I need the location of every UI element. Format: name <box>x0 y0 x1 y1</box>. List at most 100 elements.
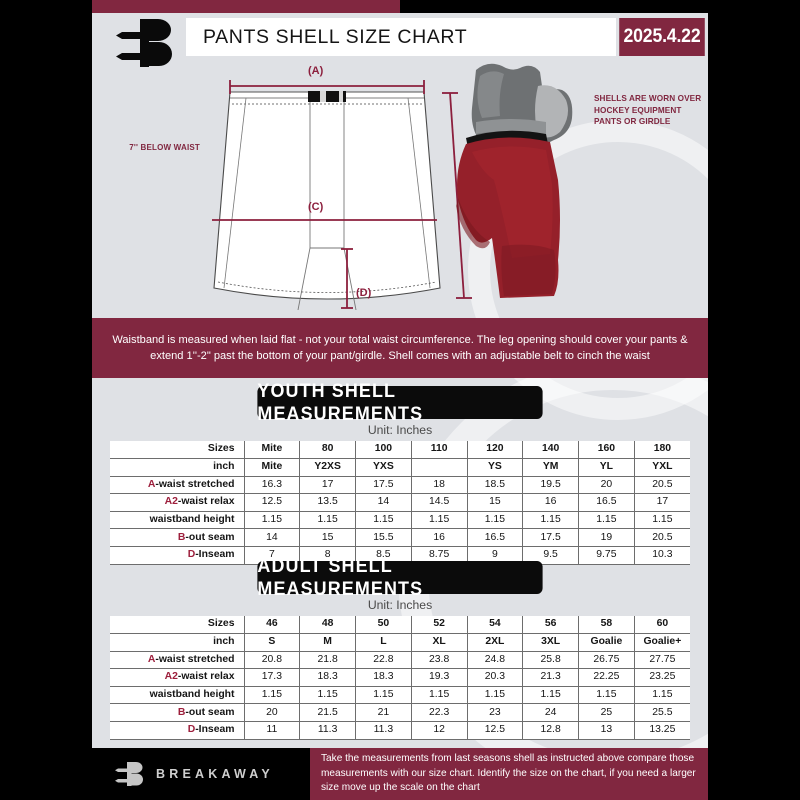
table-cell: 15.5 <box>355 528 412 548</box>
table-cell: 19.5 <box>522 476 579 495</box>
table-cell: 25 <box>578 703 635 723</box>
row-label: A-waist stretched <box>110 476 245 495</box>
row-label: Sizes <box>110 441 245 460</box>
measurement-marker: D <box>187 724 196 736</box>
table-cell: 12.5 <box>244 493 301 512</box>
table-row: inch Mite Y2XS YXS YS YM YL YXL <box>110 458 690 477</box>
table-cell: 110 <box>411 441 468 460</box>
table-cell: 23 <box>467 703 524 723</box>
table-cell: 18.3 <box>355 668 412 687</box>
table-cell: 17 <box>299 476 356 495</box>
table-cell: Goalie+ <box>634 633 690 652</box>
row-label: inch <box>110 633 245 652</box>
measurement-diagram: 7'' BELOW WAIST SHELLS ARE WORN OVER HOC… <box>92 60 708 318</box>
table-cell: 11.3 <box>299 721 356 740</box>
table-cell: 17.3 <box>244 668 301 687</box>
row-label: inch <box>110 458 245 477</box>
youth-unit-label: Unit: Inches <box>367 423 433 437</box>
footer-brand-block: BREAKAWAY <box>92 748 310 800</box>
table-cell: YXL <box>634 458 690 477</box>
table-cell: 15 <box>467 493 524 512</box>
youth-size-table: Sizes Mite 80 100 110 120 140 160 180 inch Mite Y2X… <box>110 441 690 565</box>
table-cell: 1.15 <box>467 686 524 705</box>
table-cell: 140 <box>522 441 579 460</box>
table-cell: 24 <box>522 703 579 723</box>
footer-instructions-text: Take the measurements from last seasons … <box>321 752 696 794</box>
row-label: D-Inseam <box>110 546 245 565</box>
table-cell: 20 <box>244 703 301 723</box>
table-cell: 14.5 <box>411 493 468 512</box>
table-cell: 16.5 <box>578 493 635 512</box>
table-cell: 12.5 <box>467 721 524 740</box>
table-row: D-Inseam 7 8 8.5 8.75 9 9.5 9.75 10.3 <box>110 546 690 565</box>
product-photo <box>456 63 573 298</box>
table-cell: 27.75 <box>634 651 690 670</box>
table-row: B-out seam 20 21.5 21 22.3 23 24 25 25.5 <box>110 703 690 723</box>
table-row: Sizes Mite 80 100 110 120 140 160 180 <box>110 441 690 460</box>
top-accent-strip-black <box>400 0 708 13</box>
table-cell: 14 <box>244 528 301 548</box>
table-cell: 48 <box>299 616 356 635</box>
row-label: A2-waist relax <box>110 493 245 512</box>
table-cell: 22.8 <box>355 651 412 670</box>
table-cell: 1.15 <box>355 686 412 705</box>
table-cell: 1.15 <box>578 686 635 705</box>
adult-unit-label: Unit: Inches <box>367 598 433 612</box>
table-cell: 23.8 <box>411 651 468 670</box>
page-footer: BREAKAWAY Take the measurements from las… <box>92 748 708 800</box>
table-cell: 1.15 <box>411 511 468 530</box>
table-cell: YXS <box>355 458 412 477</box>
measurement-marker: D <box>187 549 196 561</box>
table-cell: 1.15 <box>355 511 412 530</box>
table-cell: 18.3 <box>299 668 356 687</box>
table-cell: 18.5 <box>467 476 524 495</box>
row-label: waistband height <box>110 686 245 705</box>
table-cell: Mite <box>244 458 301 477</box>
table-cell: 15 <box>299 528 356 548</box>
table-cell: 100 <box>355 441 412 460</box>
table-cell: 17.5 <box>355 476 412 495</box>
table-cell: 19.3 <box>411 668 468 687</box>
table-row: A-waist stretched 16.3 17 17.5 18 18.5 19.5 20 2… <box>110 476 690 495</box>
diagram-label-d: (D) <box>356 287 372 299</box>
row-label: B-out seam <box>110 703 245 723</box>
table-cell: 56 <box>522 616 579 635</box>
table-cell: Y2XS <box>299 458 356 477</box>
row-label: A2-waist relax <box>110 668 245 687</box>
row-label: Sizes <box>110 616 245 635</box>
table-cell: 13 <box>578 721 635 740</box>
table-cell: 54 <box>467 616 524 635</box>
table-cell: 19 <box>578 528 635 548</box>
table-cell: 1.15 <box>634 686 690 705</box>
table-cell: 1.15 <box>578 511 635 530</box>
table-cell: 60 <box>634 616 690 635</box>
table-cell: 20.8 <box>244 651 301 670</box>
table-cell: 20.5 <box>634 528 690 548</box>
table-cell: 1.15 <box>522 511 579 530</box>
table-row: waistband height 1.15 1.15 1.15 1.15 1.15 1.15… <box>110 686 690 705</box>
table-cell: YS <box>467 458 524 477</box>
page-title: PANTS SHELL SIZE CHART <box>203 25 468 48</box>
below-waist-label: 7'' BELOW WAIST <box>129 143 200 152</box>
measurement-marker: A2 <box>164 496 178 508</box>
table-cell: 16.5 <box>467 528 524 548</box>
title-bar: PANTS SHELL SIZE CHART <box>186 18 616 56</box>
table-cell: 46 <box>244 616 301 635</box>
table-cell: 20.5 <box>634 476 690 495</box>
table-cell: 13.5 <box>299 493 356 512</box>
measurement-marker: B <box>177 531 186 543</box>
diagram-label-a: (A) <box>308 65 324 77</box>
table-cell: 11 <box>244 721 301 740</box>
table-cell: 80 <box>299 441 356 460</box>
table-cell: 14 <box>355 493 412 512</box>
row-label: A-waist stretched <box>110 651 245 670</box>
table-row: waistband height 1.15 1.15 1.15 1.15 1.15 1.15… <box>110 511 690 530</box>
table-cell: 1.15 <box>467 511 524 530</box>
measurement-marker: B <box>177 706 186 718</box>
shorts-technical-drawing <box>213 91 441 310</box>
table-row: D-Inseam 11 11.3 11.3 12 12.5 12.8 13 13.25 <box>110 721 690 740</box>
row-label: D-Inseam <box>110 721 245 740</box>
banner-text: Waistband is measured when laid flat - n… <box>112 333 688 362</box>
table-cell: 1.15 <box>411 686 468 705</box>
